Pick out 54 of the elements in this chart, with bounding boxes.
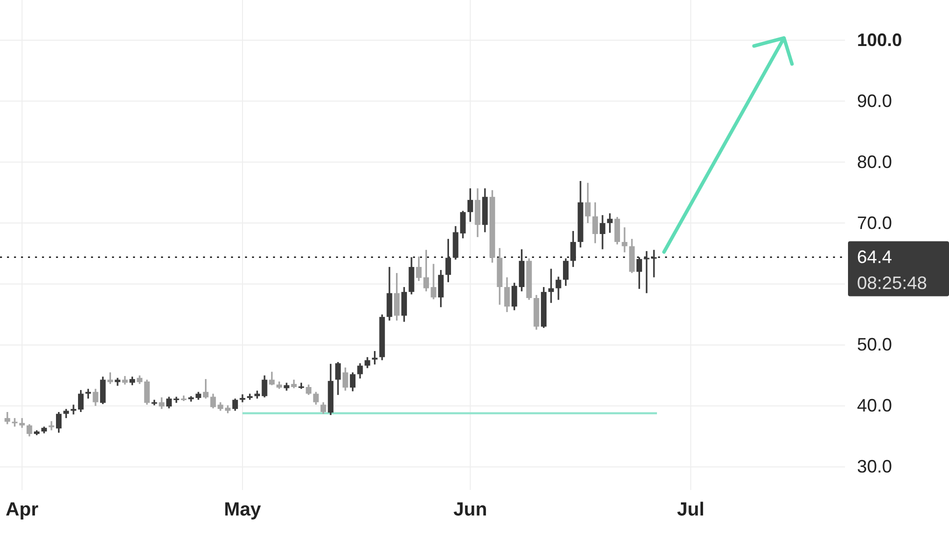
candlestick — [232, 398, 238, 412]
candlestick — [100, 376, 106, 405]
candlestick — [4, 411, 10, 425]
x-tick-label: Apr — [6, 499, 40, 520]
candlestick — [512, 282, 518, 312]
candlestick — [504, 276, 510, 313]
candlestick — [320, 401, 326, 415]
candlestick — [364, 356, 370, 369]
y-tick-label: 50.0 — [857, 334, 892, 355]
candlestick — [636, 256, 642, 290]
candlestick — [63, 408, 69, 419]
y-tick-label: 70.0 — [857, 212, 892, 233]
candlestick — [614, 216, 620, 246]
y-tick-label: 30.0 — [857, 456, 892, 477]
candlestick — [622, 226, 628, 254]
candlestick — [335, 361, 341, 396]
candlestick — [394, 272, 400, 322]
candlestick — [401, 286, 407, 323]
candlestick — [585, 182, 591, 224]
candlestick — [269, 370, 275, 386]
candlestick — [26, 423, 32, 438]
candlestick — [56, 411, 62, 434]
y-tick-label: 40.0 — [857, 396, 892, 416]
candlestick — [342, 366, 348, 392]
y-tick-label: 100.0 — [857, 30, 902, 50]
candlestick — [445, 238, 452, 283]
candlestick — [202, 378, 209, 400]
candlestick — [386, 266, 392, 322]
x-tick-label: Jun — [453, 499, 488, 520]
y-tick-label: 80.0 — [857, 152, 892, 172]
candlestick — [107, 372, 114, 385]
ref-line-label: 64.4 — [857, 247, 892, 268]
candlestick — [556, 276, 562, 301]
candlestick — [438, 269, 444, 308]
candlestick — [350, 372, 356, 392]
candlestick — [158, 396, 164, 410]
candlestick — [19, 417, 25, 429]
candlestick — [357, 362, 363, 380]
y-tick-label: 90.0 — [857, 90, 892, 111]
text: 08:25:48 — [857, 273, 928, 294]
candlestick — [313, 391, 319, 406]
candlestick — [372, 350, 378, 366]
candlestick — [570, 230, 576, 268]
candlestick — [607, 212, 613, 234]
x-tick-label: May — [224, 499, 262, 520]
candlestick — [416, 256, 422, 282]
candlestick — [592, 202, 598, 244]
candlestick — [467, 188, 474, 223]
candlestick — [548, 268, 554, 304]
candlestick — [562, 258, 569, 287]
candlestick — [92, 388, 98, 407]
candlestick — [600, 214, 606, 250]
candlestick — [306, 384, 312, 396]
x-tick-label: Jul — [676, 499, 704, 520]
